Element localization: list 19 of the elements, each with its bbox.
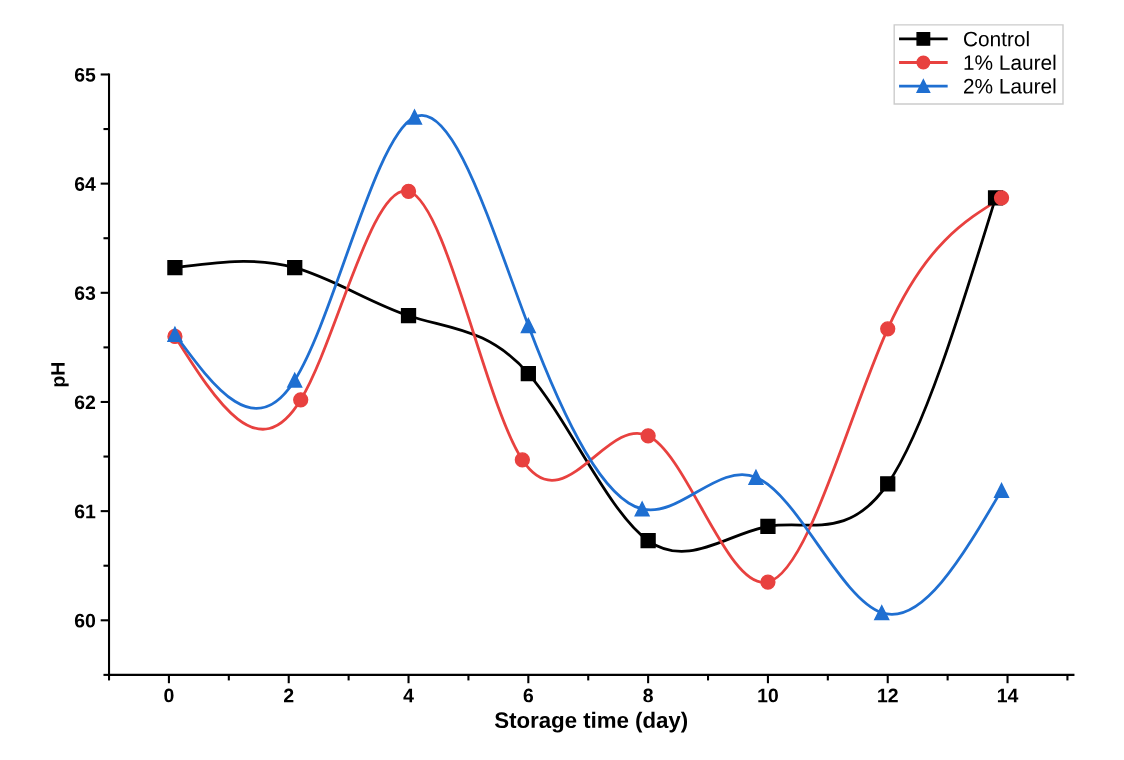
x-tick-label: 6	[523, 688, 534, 703]
x-tick-label: 10	[758, 688, 778, 703]
y-tick-label: 60	[74, 613, 96, 628]
x-tick-label: 0	[164, 688, 174, 703]
legend-label: 1% Laurel	[964, 54, 1056, 70]
x-tick-label: 2	[284, 688, 294, 703]
y-tick-label: 61	[74, 504, 96, 519]
y-tick-label: 64	[74, 177, 96, 191]
x-tick-label: 14	[997, 688, 1019, 703]
y-tick-label: 63	[74, 286, 96, 301]
x-tick-label: 8	[643, 688, 653, 703]
legend-label: Control	[964, 31, 1029, 47]
x-tick-label: 4	[403, 688, 414, 703]
y-tick-label: 65	[74, 67, 96, 82]
legend-label: 2% Laurel	[964, 78, 1056, 94]
y-tick-label: 62	[74, 395, 96, 410]
y-axis-title: pH	[51, 363, 69, 387]
x-axis-title: Storage time (day)	[494, 711, 688, 733]
x-tick-label: 12	[878, 688, 898, 703]
